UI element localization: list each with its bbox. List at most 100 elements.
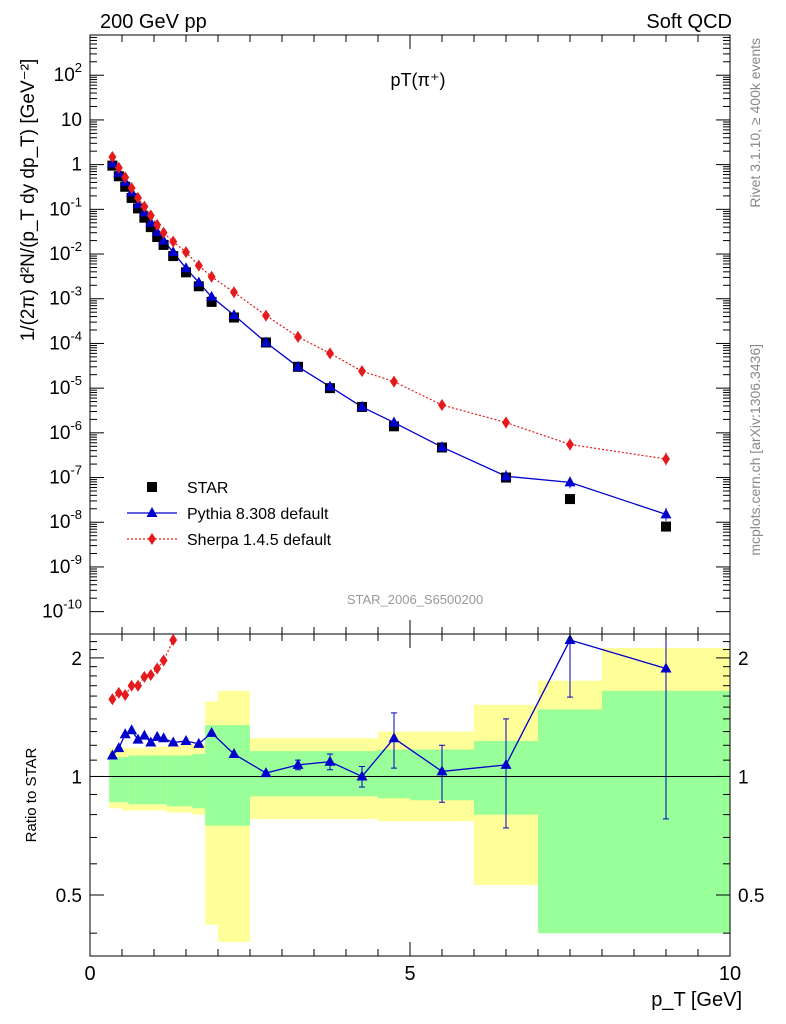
star-point (139, 212, 150, 223)
ratio-tick-label-right: 0.5 (738, 886, 764, 907)
ratio-y-label: Ratio to STAR (23, 747, 40, 842)
legend-label: Sherpa 1.4.5 default (187, 532, 332, 549)
ratio-pythia-point (119, 728, 131, 739)
analysis-id: STAR_2006_S6500200 (347, 592, 483, 607)
star-point (661, 521, 671, 532)
y-tick-label: 10-7 (49, 463, 82, 489)
pythia-point (356, 400, 368, 411)
stat-band (115, 757, 122, 803)
ratio-pythia-point (436, 765, 448, 776)
sherpa-point (134, 191, 142, 204)
stat-band (166, 755, 180, 807)
ratio-tick-label-right: 2 (738, 649, 749, 670)
ratio-pythia-point (260, 767, 272, 778)
sherpa-point (438, 398, 446, 411)
y-axis-label: 1/(2π) d²N/(p_T dy dp_T) [GeV⁻²] (18, 59, 39, 342)
x-axis-label: p_T [GeV] (651, 989, 742, 1011)
main-panel-frame (89, 34, 731, 635)
star-point (120, 181, 131, 192)
ratio-pythia-point (145, 736, 157, 747)
sherpa-point (262, 309, 270, 322)
x-tick-label: 0 (84, 963, 95, 985)
sherpa-point (159, 226, 168, 239)
sherpa-point (169, 235, 178, 248)
star-point (158, 239, 169, 250)
stat-band (109, 757, 116, 803)
stat-band (179, 755, 193, 807)
ratio-pythia-point (106, 749, 118, 760)
pythia-point (292, 360, 304, 371)
ratio-pythia-point (500, 758, 512, 769)
y-tick-label: 10-2 (49, 239, 82, 265)
legend-marker-pythia (146, 507, 158, 517)
y-tick-label: 1 (71, 155, 82, 176)
sherpa-point (182, 246, 190, 259)
sherpa-point (294, 330, 302, 343)
ratio-pythia-point (138, 729, 150, 740)
star-point (126, 192, 137, 203)
sherpa-point (358, 365, 366, 378)
stat-band (122, 757, 129, 803)
sherpa-point (153, 218, 162, 231)
pythia-point (206, 290, 218, 301)
ratio-tick-label: 0.5 (56, 886, 82, 907)
ratio-bands (109, 647, 730, 942)
ratio-pythia-point (180, 735, 192, 746)
star-point (152, 232, 163, 243)
pythia-line (111, 162, 667, 515)
ratio-tick-label: 2 (71, 649, 82, 670)
stat-band (538, 709, 602, 934)
pythia-point (193, 276, 205, 287)
header-right: Soft QCD (646, 11, 732, 33)
ratio-pythia-point (324, 755, 336, 766)
sherpa-point (230, 286, 238, 299)
y-tick-label: 10-4 (49, 328, 82, 354)
ratio-tick-label: 1 (71, 767, 82, 788)
chart-title: pT(π⁺) (391, 70, 446, 90)
stat-band (205, 725, 218, 826)
stat-band (128, 755, 135, 805)
ratio-pythia-point (388, 732, 400, 743)
ratio-pythia-point (356, 770, 368, 781)
x-tick-label: 10 (719, 963, 741, 985)
stat-band (154, 755, 161, 805)
rivet-label: Rivet 3.1.10, ≥ 400k events (747, 38, 763, 208)
sherpa-point (140, 200, 149, 213)
x-tick-label: 5 (404, 963, 415, 985)
legend: STAR Pythia 8.308 default Sherpa 1.4.5 def… (127, 480, 332, 549)
star-point (133, 203, 143, 214)
sherpa-point (121, 171, 130, 184)
pythia-point (324, 380, 336, 391)
stat-band (282, 751, 314, 797)
stat-band (147, 755, 154, 805)
ratio-pythia-point (193, 737, 205, 748)
stat-band (134, 755, 142, 805)
pythia-point (167, 246, 179, 257)
main-panel: 10-10 10-9 10-8 10-7 10-6 10-5 10-4 10-3 10-2 10-… (18, 34, 731, 635)
sherpa-point (207, 270, 216, 283)
stat-band (160, 755, 167, 805)
ratio-sherpa-point (153, 662, 162, 675)
ratio-pythia-point (158, 732, 170, 743)
sherpa-point (114, 161, 123, 174)
ratio-sherpa-point (114, 686, 123, 699)
pythia-point (180, 262, 192, 273)
ratio-pythia-point (292, 758, 304, 769)
legend-marker-star (147, 482, 157, 492)
ratio-sherpa-point (169, 634, 178, 647)
y-tick-label: 10-8 (49, 507, 82, 533)
mcplots-label: mcplots.cern.ch [arXiv:1306.3436] (747, 344, 763, 556)
sherpa-line (111, 156, 667, 460)
ratio-pythia-point (113, 742, 125, 753)
x-axis: 0 5 10 (84, 35, 741, 985)
ratio-series (106, 633, 672, 829)
legend-marker-sherpa (148, 533, 156, 545)
ratio-sherpa-point (140, 670, 149, 683)
ratio-pythia-point (151, 730, 163, 741)
legend-label: Pythia 8.308 default (187, 506, 329, 523)
ratio-sherpa-point (146, 668, 155, 681)
star-point (145, 222, 156, 233)
y-tick-label: 10 (61, 110, 82, 131)
y-tick-label: 10-9 (49, 552, 82, 578)
header-left: 200 GeV pp (100, 11, 207, 33)
